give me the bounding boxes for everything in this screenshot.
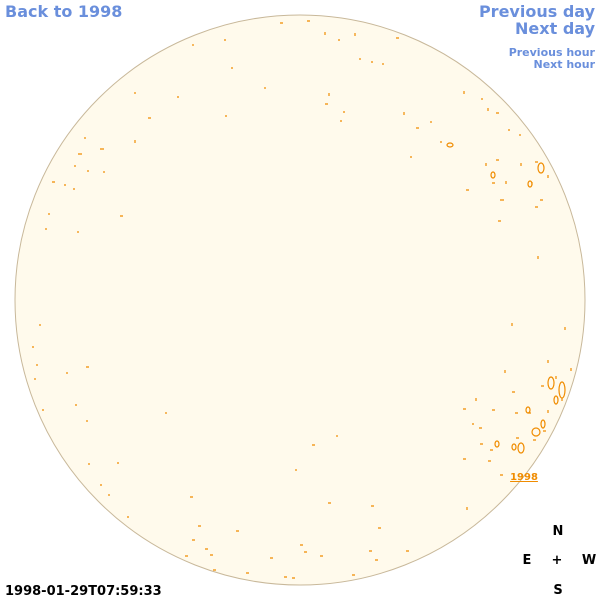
previous-day-link[interactable]: Previous day bbox=[479, 2, 596, 21]
next-hour-link[interactable]: Next hour bbox=[534, 58, 596, 71]
compass-north: N bbox=[553, 524, 564, 539]
compass-center: + bbox=[552, 553, 563, 568]
compass-south: S bbox=[553, 583, 562, 598]
timestamp: 1998-01-29T07:59:33 bbox=[5, 584, 162, 599]
next-day-link[interactable]: Next day bbox=[515, 19, 596, 38]
active-regions bbox=[32, 20, 572, 579]
region-label[interactable]: 1998 bbox=[510, 472, 538, 483]
compass-west: W bbox=[582, 553, 596, 568]
previous-hour-link[interactable]: Previous hour bbox=[509, 46, 596, 59]
compass-east: E bbox=[523, 553, 532, 568]
back-link[interactable]: Back to 1998 bbox=[5, 2, 122, 21]
solar-disk bbox=[14, 14, 586, 586]
